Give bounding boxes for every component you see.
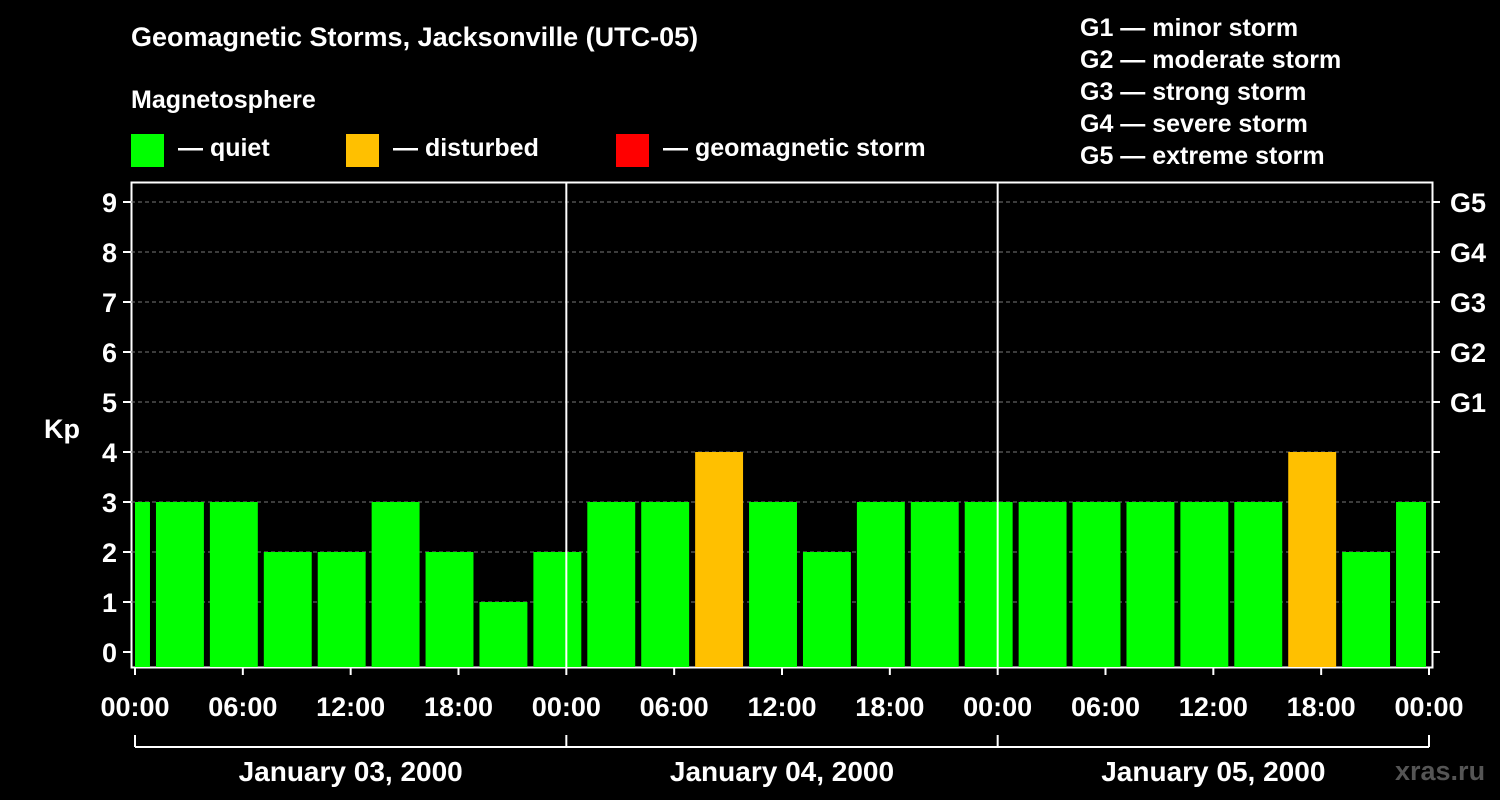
x-tick-label: 18:00 — [1287, 692, 1356, 722]
kp-bar — [802, 552, 851, 667]
g-level-label: G3 — [1450, 288, 1486, 318]
legend-swatch-storm — [616, 134, 649, 167]
kp-bar — [1234, 502, 1283, 667]
kp-bar — [533, 552, 582, 667]
x-tick-label: 00:00 — [1394, 692, 1463, 722]
y-tick-label: 1 — [102, 588, 117, 618]
g3-legend: G3 — strong storm — [1080, 78, 1307, 106]
x-tick-label: 06:00 — [1071, 692, 1140, 722]
y-tick-label: 0 — [102, 638, 117, 668]
kp-bar — [749, 502, 797, 667]
kp-bar — [371, 502, 420, 667]
x-tick-label: 00:00 — [963, 692, 1032, 722]
x-tick-label: 06:00 — [208, 692, 277, 722]
y-tick-label: 7 — [102, 288, 117, 318]
kp-bar — [1018, 502, 1067, 667]
kp-bar — [1180, 502, 1229, 667]
legend-label-disturbed: — disturbed — [393, 134, 539, 162]
kp-bar — [1288, 452, 1337, 667]
kp-bar — [425, 552, 474, 667]
kp-bar — [1342, 552, 1391, 667]
y-tick-label: 5 — [102, 388, 117, 418]
x-tick-label: 12:00 — [747, 692, 816, 722]
kp-bar — [964, 502, 1013, 667]
g4-legend: G4 — severe storm — [1080, 110, 1308, 138]
day-label: January 04, 2000 — [670, 756, 894, 787]
legend-label-storm: — geomagnetic storm — [663, 134, 926, 162]
x-tick-label: 18:00 — [855, 692, 924, 722]
g1-legend: G1 — minor storm — [1080, 14, 1299, 42]
kp-bar — [641, 502, 690, 667]
magnetosphere-label: Magnetosphere — [131, 86, 316, 114]
kp-bar — [1396, 502, 1426, 667]
kp-bar — [155, 502, 204, 667]
kp-bar — [695, 452, 744, 667]
x-tick-label: 12:00 — [1179, 692, 1248, 722]
day-label: January 03, 2000 — [239, 756, 463, 787]
y-axis-label: Kp — [44, 414, 80, 444]
y-tick-label: 4 — [102, 438, 117, 468]
g-level-label: G4 — [1450, 238, 1486, 268]
kp-bar — [587, 502, 636, 667]
g-level-label: G2 — [1450, 338, 1486, 368]
g-level-label: G5 — [1450, 188, 1486, 218]
y-tick-label: 8 — [102, 238, 117, 268]
x-tick-label: 18:00 — [424, 692, 493, 722]
x-tick-label: 06:00 — [640, 692, 709, 722]
kp-bar — [263, 552, 312, 667]
kp-bar — [1126, 502, 1175, 667]
x-tick-label: 00:00 — [532, 692, 601, 722]
chart-title: Geomagnetic Storms, Jacksonville (UTC-05… — [131, 22, 699, 52]
watermark: xras.ru — [1395, 756, 1486, 786]
legend-label-quiet: — quiet — [178, 134, 270, 162]
kp-bar — [1072, 502, 1121, 667]
kp-bar — [209, 502, 258, 667]
g-level-label: G1 — [1450, 388, 1486, 418]
legend-swatch-disturbed — [346, 134, 379, 167]
g5-legend: G5 — extreme storm — [1080, 142, 1325, 170]
legend-swatch-quiet — [131, 134, 164, 167]
x-tick-label: 12:00 — [316, 692, 385, 722]
y-tick-label: 9 — [102, 188, 117, 218]
kp-bar — [317, 552, 366, 667]
kp-bar — [910, 502, 959, 667]
x-tick-label: 00:00 — [100, 692, 169, 722]
y-tick-label: 2 — [102, 538, 117, 568]
kp-bar — [135, 502, 150, 667]
y-tick-label: 6 — [102, 338, 117, 368]
kp-bar — [479, 602, 528, 667]
kp-bar — [856, 502, 905, 667]
y-tick-label: 3 — [102, 488, 117, 518]
g2-legend: G2 — moderate storm — [1080, 46, 1342, 74]
day-label: January 05, 2000 — [1101, 756, 1325, 787]
